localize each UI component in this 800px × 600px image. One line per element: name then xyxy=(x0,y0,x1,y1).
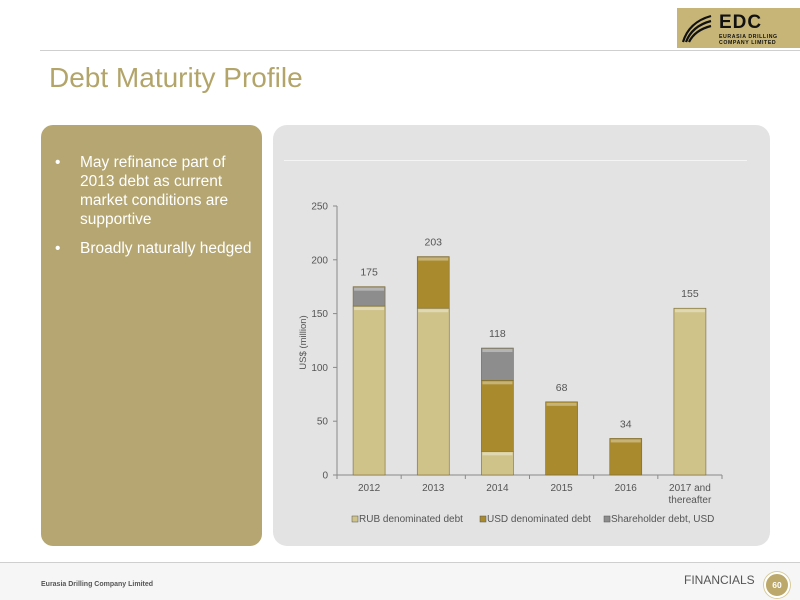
bullet-item: • Broadly naturally hedged xyxy=(55,239,255,258)
x-tick-label: 2016 xyxy=(615,483,638,494)
bar-segment xyxy=(545,401,578,476)
x-tick-label: 2013 xyxy=(422,483,445,494)
chart-panel-divider xyxy=(284,160,747,161)
bar-segment xyxy=(352,305,386,476)
bar-highlight xyxy=(418,257,449,261)
bar-segment xyxy=(481,380,514,452)
bullet-text: May refinance part of 2013 debt as curre… xyxy=(80,154,229,228)
bar-total-label: 118 xyxy=(489,328,506,340)
legend-swatch xyxy=(351,515,359,523)
bullet-text: Broadly naturally hedged xyxy=(80,240,252,257)
y-tick-label: 50 xyxy=(317,417,329,428)
x-tick-label: 2015 xyxy=(550,483,573,494)
bullet-item: • May refinance part of 2013 debt as curr… xyxy=(55,153,255,229)
x-tick-label: thereafter xyxy=(669,495,712,506)
bar-total-label: 175 xyxy=(360,267,378,279)
y-tick-label: 0 xyxy=(322,471,328,482)
legend-swatch xyxy=(603,515,611,523)
bar-highlight xyxy=(354,307,385,311)
bar-highlight xyxy=(674,309,705,313)
bar-total-label: 68 xyxy=(556,382,568,394)
bar-segment xyxy=(481,347,514,381)
bullet-marker: • xyxy=(55,154,61,171)
bar-segment xyxy=(673,307,707,476)
edc-logo: EDC EURASIA DRILLING COMPANY LIMITED xyxy=(677,8,800,48)
bar-total-label: 34 xyxy=(620,418,632,430)
footer-divider xyxy=(0,562,800,563)
logo-subtitle-line1: EURASIA DRILLING xyxy=(719,34,778,40)
bullet-marker: • xyxy=(55,240,61,257)
bar-total-label: 203 xyxy=(424,237,442,249)
key-points-panel: • May refinance part of 2013 debt as curr… xyxy=(41,125,262,546)
header-divider xyxy=(40,50,800,51)
y-tick-label: 100 xyxy=(311,363,328,374)
logo-brand-text: EDC xyxy=(719,12,763,33)
bar-segment xyxy=(609,438,643,476)
footer-company-name: Eurasia Drilling Company Limited xyxy=(41,581,154,588)
page-number-badge: 60 xyxy=(764,572,790,598)
x-tick-label: 2014 xyxy=(486,483,509,494)
y-tick-label: 150 xyxy=(311,309,328,320)
bar-total-label: 155 xyxy=(681,288,699,300)
footer-section-label: FINANCIALS xyxy=(684,573,755,587)
legend-swatch xyxy=(479,515,487,523)
legend-entry: Shareholder debt, USD xyxy=(611,514,714,525)
bar-highlight xyxy=(546,402,577,406)
bar-segment xyxy=(416,256,450,309)
legend-entry: RUB denominated debt xyxy=(359,514,463,525)
debt-maturity-chart: 0 50 100 150 200 250 US$ (million) 175 2012 203 20… xyxy=(298,202,723,525)
logo-subtitle-line2: COMPANY LIMITED xyxy=(719,40,777,46)
bar-highlight xyxy=(482,349,513,353)
y-tick-label: 200 xyxy=(311,255,328,266)
footer-bar xyxy=(0,563,800,600)
bar-highlight xyxy=(610,439,641,443)
bar-segment xyxy=(416,307,450,476)
bar-highlight xyxy=(354,287,385,291)
logo-swoosh-icon xyxy=(681,14,712,43)
y-axis-label: US$ (million) xyxy=(298,315,309,369)
legend-entry: USD denominated debt xyxy=(487,514,591,525)
bar-highlight xyxy=(482,452,513,456)
page-title: Debt Maturity Profile xyxy=(49,62,303,93)
bar-highlight xyxy=(418,309,449,313)
x-tick-label: 2012 xyxy=(358,483,381,494)
bar-segment xyxy=(352,286,386,307)
x-tick-label: 2017 and xyxy=(669,483,711,494)
y-tick-label: 250 xyxy=(311,202,328,213)
bar-highlight xyxy=(482,381,513,385)
bullet-list: • May refinance part of 2013 debt as curr… xyxy=(55,153,255,268)
